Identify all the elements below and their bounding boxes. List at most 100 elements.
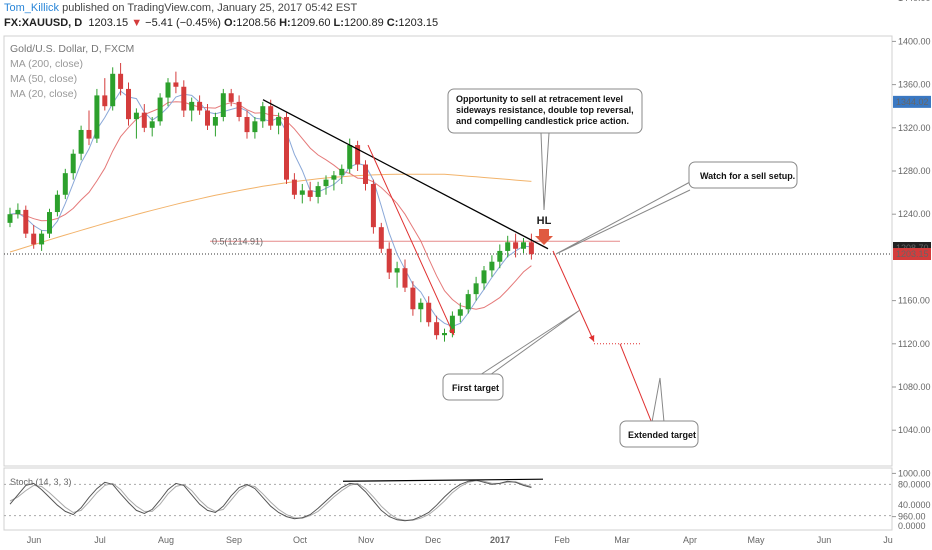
candle-body-29 (236, 101, 242, 118)
callout-extended-box (619, 420, 699, 448)
candle-body-58 (465, 294, 471, 310)
chart-header: Tom_Killick published on TradingView.com… (0, 0, 932, 36)
chart-legend: Gold/U.S. Dollar, D, FXCM MA (200, close… (10, 42, 134, 102)
price-badge-label-1: 1344.02 (896, 97, 929, 107)
x-label-5: Nov (358, 535, 375, 545)
candle-body-53 (426, 302, 432, 323)
candle-body-6 (54, 194, 60, 213)
price-badge-3 (893, 248, 931, 260)
callout-opportunity-text-1: sideways resistance, double top reversal… (456, 105, 634, 115)
candle-body-42 (339, 168, 345, 176)
candle-body-17 (141, 112, 147, 128)
price-pane-frame (3, 35, 893, 467)
x-label-13: Ju (883, 535, 893, 545)
legend-ma50[interactable]: MA (50, close) (10, 73, 78, 85)
high-label: H: (279, 17, 291, 29)
callout-watch-text: Watch for a sell setup. (700, 171, 795, 181)
candle-body-32 (260, 106, 266, 122)
callout-opportunity-pointer (540, 132, 550, 211)
candle-body-24 (197, 101, 203, 111)
candle-body-20 (165, 82, 171, 98)
publish-info: published on TradingView.com, January 25… (62, 2, 358, 14)
y-tick-label-2: 1440.00 (898, 0, 931, 3)
x-label-3: Sep (226, 535, 242, 545)
callout-opportunity-box (447, 88, 643, 134)
x-label-4: Oct (293, 535, 308, 545)
candle-body-59 (473, 283, 479, 295)
callout-first-box (442, 373, 504, 401)
candle-body-65 (521, 242, 526, 249)
candle-body-51 (410, 287, 416, 310)
candle-body-56 (449, 315, 455, 334)
x-label-2: Aug (158, 535, 174, 545)
x-label-9: Mar (614, 535, 630, 545)
low-value: 1200.89 (343, 17, 384, 29)
candle-body-41 (331, 175, 337, 180)
candle-body-2 (23, 209, 29, 234)
y-tick-label-7: 1240.00 (898, 209, 931, 219)
candle-body-60 (481, 270, 487, 284)
candle-body-62 (497, 250, 503, 262)
osc-divergence-line (342, 478, 544, 482)
x-label-10: Apr (683, 535, 697, 545)
candle-body-55 (442, 333, 447, 336)
y-tick-label-11: 1040.00 (898, 425, 931, 435)
arrow-to-first-target (552, 250, 595, 342)
price-badge-1 (893, 95, 931, 108)
callout-opportunity-text-0: Opportunity to sell at retracement level (456, 94, 623, 104)
change-arrow: ▼ (131, 17, 143, 29)
publish-line: Tom_Killick published on TradingView.com… (4, 2, 357, 14)
candle-body-10 (86, 129, 92, 139)
last-price: 1203.15 (88, 17, 129, 29)
candle-body-61 (489, 261, 495, 271)
callout-first-text: First target (452, 383, 499, 393)
x-label-6: Dec (425, 535, 442, 545)
candle-body-5 (47, 212, 52, 234)
candle-body-40 (323, 179, 329, 187)
y-tick-label-3: 1400.00 (898, 36, 931, 46)
candle-body-7 (62, 173, 68, 195)
candle-body-33 (268, 106, 274, 126)
candle-body-19 (157, 97, 163, 122)
candle-body-64 (513, 242, 519, 249)
author-link[interactable]: Tom_Killick (4, 2, 60, 14)
y-tick-label-9: 1120.00 (898, 339, 930, 349)
legend-ma200[interactable]: MA (200, close) (10, 58, 83, 70)
candle-body-26 (212, 117, 218, 126)
candle-body-18 (149, 121, 155, 128)
candle-body-3 (31, 233, 37, 245)
symbol: FX:XAUUSD, D (4, 17, 83, 29)
legend-ma20[interactable]: MA (20, close) (10, 88, 78, 100)
candle-body-49 (394, 268, 400, 273)
y-tick-label-8: 1160.00 (898, 296, 930, 306)
candle-body-22 (181, 86, 187, 111)
candle-body-23 (189, 101, 195, 111)
candle-body-25 (205, 110, 210, 126)
candle-body-14 (118, 73, 124, 89)
candle-body-34 (276, 117, 282, 126)
close-label: C: (386, 17, 399, 29)
candle-body-27 (220, 93, 226, 118)
callout-watch-pointer (555, 181, 691, 255)
close-value: 1203.15 (398, 17, 439, 29)
y-tick-label-12: 1000.00 (898, 468, 931, 478)
candle-body-54 (434, 322, 440, 336)
x-label-8: Feb (554, 535, 570, 545)
callout-first-pointer (479, 309, 581, 376)
symbol-line: FX:XAUUSD, D 1203.15 ▼ −5.41 (−0.45%) O:… (4, 17, 438, 29)
candle-body-57 (457, 309, 463, 316)
price-badge-label-3: 1203.15 (896, 249, 929, 259)
candle-body-13 (110, 73, 116, 107)
descending-trendline (262, 99, 549, 250)
x-label-7: 2017 (490, 535, 510, 545)
candle-body-0 (7, 214, 13, 223)
callout-watch-box (688, 161, 798, 189)
osc-tick-label-1: 40.0000 (898, 500, 931, 510)
osc-tick-label-2: 0.0000 (898, 521, 926, 531)
callout-extended-text: Extended target (628, 430, 696, 440)
callout-opportunity-text-2: and compelling candlestick price action. (456, 116, 629, 126)
candle-body-35 (284, 117, 289, 180)
hl-down-arrow (535, 229, 553, 245)
candle-body-21 (173, 82, 179, 87)
